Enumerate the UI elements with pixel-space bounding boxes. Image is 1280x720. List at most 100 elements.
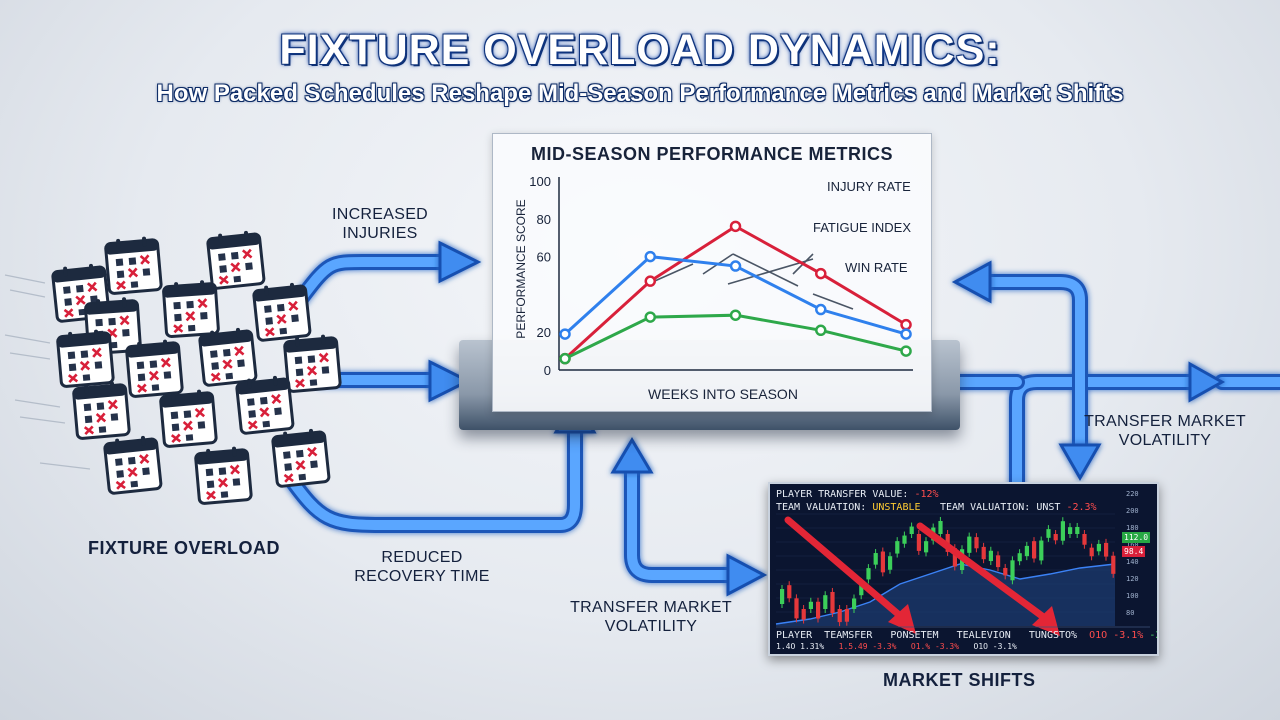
arrow-loop-back [982, 274, 1088, 453]
candle-body [859, 582, 864, 596]
series-line [564, 313, 907, 361]
ticker-bottom-item: O1.% -3.3% [910, 642, 960, 651]
candle-body [1032, 541, 1037, 559]
candle-body [988, 550, 993, 562]
calendar-icon [158, 386, 219, 449]
calendar-icon [161, 277, 221, 339]
chart-ylabel: PERFORMANCE SCORE [514, 199, 528, 339]
calendar-icon [270, 426, 331, 489]
price-badge-down: 98.4 [1122, 546, 1146, 557]
price-tick: 100 [1126, 592, 1139, 600]
page-subtitle: How Packed Schedules Reshape Mid-Season … [156, 80, 1124, 107]
candle-body [1096, 543, 1101, 552]
calendar-cluster [4, 228, 343, 506]
price-tick: 200 [1126, 507, 1139, 515]
candle-body [808, 601, 813, 609]
arrowhead-to-market [726, 553, 768, 597]
performance-chart: 100 80 60 20 0 INJURY RATE FATIGUE INDEX WIN RA… [529, 174, 913, 378]
candle-body [844, 609, 849, 622]
market-line2: TEAM VALUATION: UNSTABLE [776, 502, 921, 513]
calendar-icon [55, 326, 116, 389]
arrowhead-down [1058, 443, 1102, 482]
label-market-shifts: MARKET SHIFTS [883, 670, 1036, 690]
candle-body [1039, 540, 1044, 561]
candle-body [1075, 526, 1080, 534]
data-point [900, 328, 912, 340]
candle-body [916, 534, 921, 551]
candle-body [1003, 567, 1008, 576]
candle-body [794, 598, 799, 619]
legend-label: INJURY RATE [827, 179, 911, 194]
player-transfer-value: -12% [914, 489, 939, 500]
ticker-bottom-item: 1.4O 1.31% [776, 642, 825, 651]
calendar-icon [251, 280, 312, 343]
data-point [559, 352, 571, 365]
chart-xlabel: WEEKS INTO SEASON [648, 386, 798, 402]
price-tick: 160 [1126, 541, 1139, 549]
price-tick: 220 [1126, 490, 1139, 498]
down-trend-arrow [916, 522, 1046, 620]
candle-body [996, 555, 1001, 568]
ticker-top-neg: O1O -3.1% [1089, 630, 1144, 641]
calendar-icon [197, 325, 258, 388]
candle-body [924, 541, 929, 553]
y-tick-label: 60 [537, 250, 551, 265]
label-transfer-volatility-right: TRANSFER MARKET VOLATILITY [1084, 413, 1246, 449]
arrowhead-board-up [610, 437, 654, 474]
market-line1: PLAYER TRANSFER VALUE: -12% [776, 489, 939, 500]
data-point [644, 275, 657, 287]
candle-body [823, 595, 828, 609]
label-transfer-volatility-left: TRANSFER MARKET VOLATILITY [570, 599, 732, 635]
data-point [729, 309, 742, 321]
price-tick: 120 [1126, 575, 1139, 583]
arrowhead-right [1188, 361, 1226, 403]
team-valuation-label: TEAM VALUATION: [776, 502, 867, 513]
ticker-bottom-item: O1O -3.1% [973, 642, 1017, 651]
ticker-top-item: PLAYER [776, 630, 813, 641]
candle-body [837, 609, 842, 623]
candle-body [1053, 534, 1058, 541]
ticker-top-item: PONSETEM [890, 630, 939, 641]
candle-body [873, 553, 878, 565]
candle-body [902, 535, 907, 544]
candle-body [981, 546, 986, 560]
data-point [900, 318, 912, 331]
data-point [644, 311, 657, 323]
data-point [815, 267, 827, 280]
candle-body [880, 551, 885, 573]
y-tick-label: 80 [537, 212, 551, 227]
data-point [644, 250, 657, 263]
data-point [559, 328, 571, 340]
y-tick-label: 100 [529, 174, 551, 189]
trend-stroke [727, 258, 814, 285]
team-valuation-status: UNSTABLE [872, 502, 921, 513]
candle-body [967, 536, 972, 553]
ticker-bottom-item: 1.5.49 -3.3% [838, 642, 897, 651]
candle-body [1104, 542, 1109, 557]
candle-body [952, 548, 957, 567]
price-tick: 180 [1126, 524, 1139, 532]
candle-body [830, 591, 835, 613]
candle-body [1089, 547, 1094, 557]
legend-label: FATIGUE INDEX [813, 220, 911, 235]
team-valuation-change: -2.3% [1066, 502, 1097, 513]
calendar-icon [234, 373, 295, 436]
trend-stroke [812, 293, 854, 310]
team-valuation-label-2: TEAM VALUATION: UNST [940, 502, 1061, 513]
y-tick-label: 20 [537, 325, 551, 340]
area-line [775, 563, 1116, 625]
candle-body [1082, 534, 1087, 545]
ticker-bottom: 1.4O 1.31% 1.5.49 -3.3% O1.% -3.3% O1O -… [776, 642, 1017, 651]
data-point [815, 303, 827, 316]
data-point [900, 345, 912, 357]
ticker-top: PLAYER TEAMSFER PONSETEM TEALEVION TUNGS… [776, 630, 1157, 641]
candle-body [974, 537, 979, 549]
ticker-top-item: TEALEVION [956, 630, 1011, 641]
down-trend-arrow [784, 516, 902, 618]
candle-body [1060, 521, 1065, 541]
market-candlestick-chart: 220 200 180 160 140 120 100 80 [775, 490, 1150, 636]
arrowhead-top [438, 240, 482, 284]
candle-body [852, 598, 857, 609]
candle-body [938, 520, 943, 534]
